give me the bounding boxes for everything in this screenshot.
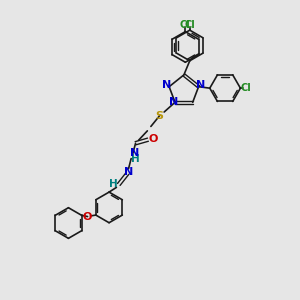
Text: N: N xyxy=(130,148,139,158)
Text: O: O xyxy=(148,134,158,144)
Text: S: S xyxy=(156,110,164,121)
Text: O: O xyxy=(83,212,92,221)
Text: Cl: Cl xyxy=(241,83,252,93)
Text: Cl: Cl xyxy=(184,20,195,30)
Text: N: N xyxy=(196,80,206,90)
Text: N: N xyxy=(169,97,178,107)
Text: H: H xyxy=(109,179,117,189)
Text: H: H xyxy=(130,154,140,164)
Text: Cl: Cl xyxy=(180,20,191,30)
Text: N: N xyxy=(124,167,133,177)
Text: N: N xyxy=(162,80,171,90)
